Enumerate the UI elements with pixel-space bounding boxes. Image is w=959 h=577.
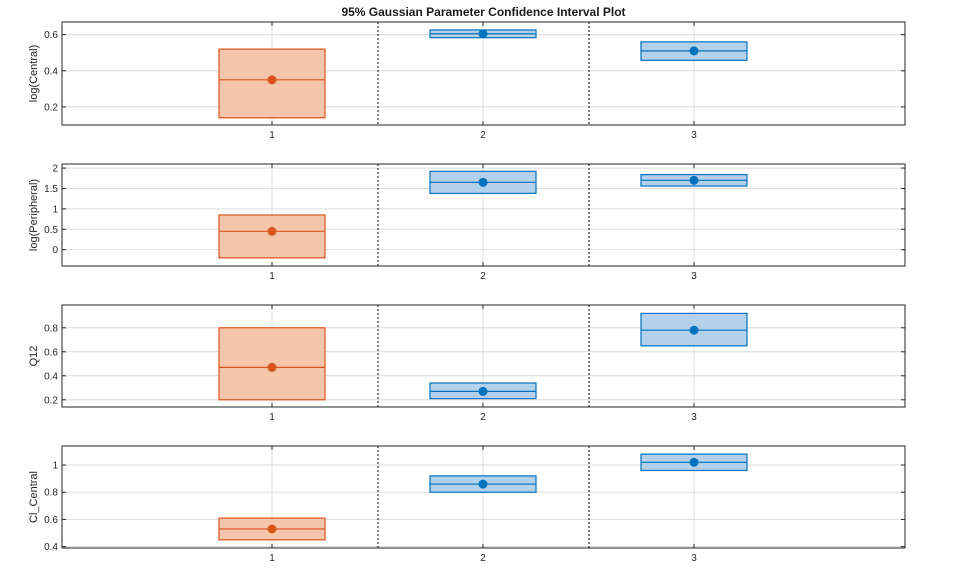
y-tick-label: 0.8 bbox=[44, 323, 58, 334]
y-axis-label: log(Central) bbox=[28, 45, 40, 102]
x-tick-label: 3 bbox=[691, 412, 697, 423]
x-tick-label: 1 bbox=[269, 412, 275, 423]
y-tick-label: 0.6 bbox=[44, 30, 58, 41]
estimate-point bbox=[267, 75, 277, 85]
y-tick-label: 0.2 bbox=[44, 102, 58, 113]
y-axis-label: Q12 bbox=[28, 346, 40, 367]
y-tick-label: 0.6 bbox=[44, 347, 58, 358]
estimate-point bbox=[267, 524, 277, 534]
y-tick-label: 0 bbox=[52, 245, 58, 256]
estimate-point bbox=[689, 46, 699, 56]
y-tick-label: 0.4 bbox=[44, 371, 58, 382]
y-tick-label: 1 bbox=[52, 204, 58, 215]
estimate-point bbox=[689, 457, 699, 467]
ci-box bbox=[218, 48, 326, 119]
y-tick-label: 1 bbox=[52, 461, 58, 472]
chart-title: 95% Gaussian Parameter Confidence Interv… bbox=[341, 5, 626, 19]
x-tick-label: 3 bbox=[691, 130, 697, 141]
estimate-point bbox=[267, 226, 277, 236]
x-tick-label: 2 bbox=[480, 130, 486, 141]
y-tick-label: 0.4 bbox=[44, 542, 58, 553]
x-tick-label: 2 bbox=[480, 553, 486, 564]
x-tick-label: 3 bbox=[691, 553, 697, 564]
y-tick-label: 2 bbox=[52, 164, 58, 175]
x-tick-label: 3 bbox=[691, 271, 697, 282]
x-tick-label: 1 bbox=[269, 130, 275, 141]
y-tick-label: 1.5 bbox=[44, 184, 58, 195]
y-tick-label: 0.5 bbox=[44, 225, 58, 236]
y-axis-label: log(Peripheral) bbox=[28, 179, 40, 251]
estimate-point bbox=[478, 177, 488, 187]
x-tick-label: 1 bbox=[269, 553, 275, 564]
estimate-point bbox=[689, 325, 699, 335]
estimate-point bbox=[267, 362, 277, 372]
y-tick-label: 0.2 bbox=[44, 395, 58, 406]
y-tick-label: 0.6 bbox=[44, 515, 58, 526]
y-tick-label: 0.8 bbox=[44, 488, 58, 499]
x-tick-label: 2 bbox=[480, 271, 486, 282]
x-tick-label: 1 bbox=[269, 271, 275, 282]
estimate-point bbox=[478, 479, 488, 489]
estimate-point bbox=[689, 175, 699, 185]
estimate-point bbox=[478, 386, 488, 396]
estimate-point bbox=[478, 29, 488, 39]
x-tick-label: 2 bbox=[480, 412, 486, 423]
ci-box bbox=[218, 214, 326, 259]
y-axis-label: Cl_Central bbox=[28, 471, 40, 523]
y-tick-label: 0.4 bbox=[44, 66, 58, 77]
